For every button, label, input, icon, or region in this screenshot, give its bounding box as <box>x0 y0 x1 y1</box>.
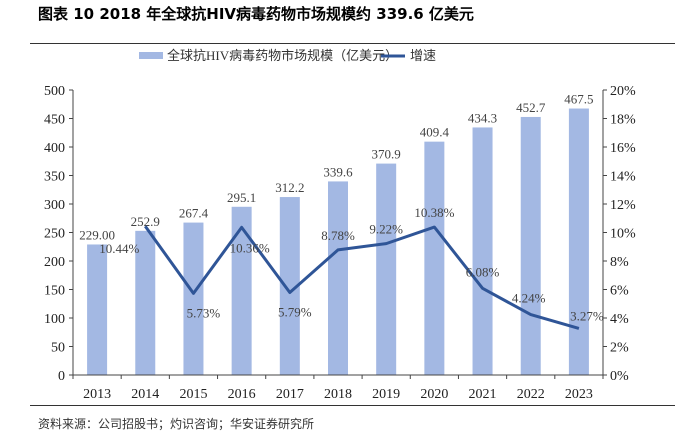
right-tick-label: 10% <box>610 227 636 242</box>
x-tick-label-2022: 2022 <box>517 387 545 402</box>
right-tick-label: 14% <box>610 170 636 185</box>
legend-line-label: 增速 <box>410 48 436 63</box>
x-tick-label-2018: 2018 <box>324 387 352 402</box>
bar-label-2016: 295.1 <box>227 190 256 205</box>
bar-label-2015: 267.4 <box>179 206 209 221</box>
right-tick-label: 0% <box>610 369 629 384</box>
bar-label-2021: 434.3 <box>468 110 497 125</box>
bar-label-2013: 229.00 <box>79 227 115 242</box>
left-tick-label: 300 <box>44 198 65 213</box>
x-tick-label-2023: 2023 <box>565 387 593 402</box>
x-tick-label-2014: 2014 <box>131 387 159 402</box>
bar-2020 <box>424 141 445 375</box>
left-tick-label: 200 <box>44 255 65 270</box>
right-tick-label: 12% <box>610 198 636 213</box>
legend-bar-swatch <box>139 52 163 59</box>
bar-label-2022: 452.7 <box>516 100 546 115</box>
bar-2013 <box>87 244 108 375</box>
growth-line <box>144 225 580 330</box>
bar-label-2018: 339.6 <box>323 164 353 179</box>
right-tick-label: 20% <box>610 84 636 99</box>
bar-2017 <box>279 197 300 375</box>
growth-label-2019: 9.22% <box>369 222 403 237</box>
bar-2016 <box>231 206 252 375</box>
right-tick-label: 4% <box>610 312 629 327</box>
figure-title: 图表 10 2018 年全球抗HIV病毒药物市场规模约 339.6 亿美元 <box>38 5 474 23</box>
right-tick-label: 8% <box>610 255 629 270</box>
left-tick-label: 250 <box>44 227 65 242</box>
growth-label-2023: 3.27% <box>570 308 604 323</box>
growth-label-2014: 10.44% <box>99 241 139 256</box>
growth-label-2015: 5.73% <box>187 305 221 320</box>
source-note: 资料来源：公司招股书；灼识咨询；华安证券研究所 <box>38 417 315 431</box>
top-divider <box>30 43 675 44</box>
right-tick-label: 18% <box>610 113 636 128</box>
bar-2021 <box>472 127 493 375</box>
bar-2018 <box>328 181 348 375</box>
legend-bar-label: 全球抗HIV病毒药物市场规模（亿美元） <box>167 48 398 63</box>
left-tick-label: 400 <box>44 141 65 156</box>
bar-label-2014: 252.9 <box>131 214 160 229</box>
bar-label-2019: 370.9 <box>372 147 401 162</box>
bar-2022 <box>520 116 541 375</box>
x-tick-label-2021: 2021 <box>469 387 497 402</box>
x-tick-label-2017: 2017 <box>276 387 304 402</box>
growth-label-2022: 4.24% <box>512 291 546 306</box>
growth-label-2020: 10.38% <box>414 205 454 220</box>
x-tick-label-2015: 2015 <box>179 387 207 402</box>
left-tick-label: 500 <box>44 84 65 99</box>
left-tick-label: 150 <box>44 284 65 299</box>
growth-label-2018: 8.78% <box>321 228 355 243</box>
right-tick-label: 2% <box>610 341 629 356</box>
left-tick-label: 50 <box>51 341 65 356</box>
right-tick-label: 6% <box>610 284 629 299</box>
bottom-divider <box>30 405 675 406</box>
growth-label-2021: 6.08% <box>466 264 500 279</box>
growth-label-2017: 5.79% <box>278 304 312 319</box>
right-tick-label: 16% <box>610 141 636 156</box>
x-tick-label-2020: 2020 <box>420 387 448 402</box>
left-tick-label: 0 <box>58 369 65 384</box>
left-tick-label: 450 <box>44 113 65 128</box>
bar-label-2020: 409.4 <box>420 125 450 140</box>
bar-2015 <box>183 222 204 375</box>
bar-2019 <box>376 163 397 375</box>
x-tick-label-2019: 2019 <box>372 387 400 402</box>
x-tick-label-2016: 2016 <box>228 387 256 402</box>
bar-2014 <box>135 230 156 375</box>
growth-label-2016: 10.36% <box>230 240 270 255</box>
left-tick-label: 350 <box>44 170 65 185</box>
x-tick-label-2013: 2013 <box>83 387 111 402</box>
bar-label-2023: 467.5 <box>564 92 593 107</box>
bar-label-2017: 312.2 <box>275 180 304 195</box>
bar-2023 <box>568 108 589 376</box>
left-tick-label: 100 <box>44 312 65 327</box>
